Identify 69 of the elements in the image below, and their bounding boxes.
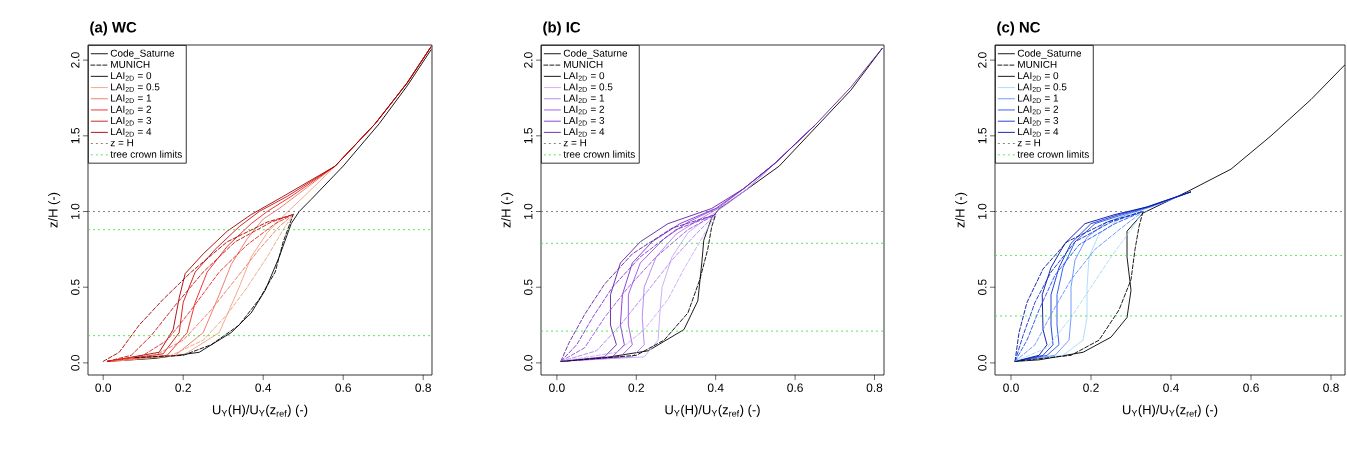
y-tick-label: 0.0 bbox=[978, 355, 987, 371]
legend-label: LAI$_{2D}$ = 0 bbox=[564, 72, 605, 81]
x-axis-title: U$_{Y}$(H)/U$_{Y}$(z$_{ref}$) (-) bbox=[212, 404, 308, 417]
legend-label: LAI$_{2D}$ = 1 bbox=[111, 94, 152, 103]
x-tick-label: 0.0 bbox=[1003, 383, 1019, 392]
x-tick-label: 0.2 bbox=[628, 383, 644, 392]
legend-label: LAI$_{2D}$ = 3 bbox=[1018, 116, 1059, 126]
x-tick-label: 0.2 bbox=[1083, 383, 1099, 392]
legend-label: LAI$_{2D}$ = 0 bbox=[111, 72, 152, 81]
legend-label: tree crown limits bbox=[110, 150, 182, 158]
legend-label: z = H bbox=[110, 139, 134, 147]
y-tick-label: 0.5 bbox=[978, 279, 987, 296]
y-tick-label: 2.0 bbox=[71, 52, 80, 68]
y-tick-label: 1.5 bbox=[524, 128, 533, 144]
y-axis-title: z/H (-) bbox=[48, 192, 61, 228]
x-axis-title: U$_{Y}$(H)/U$_{Y}$(z$_{ref}$) (-) bbox=[1122, 404, 1218, 417]
legend-label: tree crown limits bbox=[563, 150, 635, 158]
x-tick-label: 0.0 bbox=[549, 383, 565, 392]
legend-label: z = H bbox=[1017, 139, 1041, 147]
chart-title: (b) IC bbox=[543, 21, 581, 36]
y-tick-label: 1.0 bbox=[524, 203, 533, 219]
y-tick-label: 1.0 bbox=[978, 203, 987, 219]
y-tick-label: 0.5 bbox=[524, 279, 533, 296]
legend-label: tree crown limits bbox=[1017, 150, 1089, 158]
legend-label: LAI$_{2D}$ = 2 bbox=[111, 105, 152, 115]
annotation: Code_Saturne bbox=[1017, 49, 1082, 59]
chart-title: (c) NC bbox=[997, 21, 1041, 36]
legend-label: LAI$_{2D}$ = 0 bbox=[1018, 72, 1059, 81]
x-tick-label: 0.8 bbox=[1323, 383, 1339, 392]
x-tick-label: 0.4 bbox=[255, 383, 272, 392]
legend-label: LAI$_{2D}$ = 3 bbox=[111, 116, 152, 126]
annotation: MUNICH bbox=[1018, 60, 1057, 68]
annotation: Code_Saturne bbox=[563, 49, 628, 59]
x-tick-label: 0.4 bbox=[1163, 383, 1179, 392]
legend-label: LAI$_{2D}$ = 0.5 bbox=[1018, 83, 1067, 92]
chart-title: (a) WC bbox=[90, 21, 137, 36]
annotation: MUNICH bbox=[111, 60, 150, 68]
y-tick-label: 0.0 bbox=[524, 355, 533, 371]
x-tick-label: 0.0 bbox=[95, 383, 112, 392]
legend-label: LAI$_{2D}$ = 1 bbox=[1018, 94, 1059, 103]
legend-label: z = H bbox=[563, 139, 587, 147]
x-tick-label: 0.6 bbox=[787, 383, 803, 392]
y-tick-label: 2.0 bbox=[978, 52, 987, 68]
legend-label: LAI$_{2D}$ = 0.5 bbox=[111, 83, 160, 92]
legend-label: LAI$_{2D}$ = 0.5 bbox=[564, 83, 613, 92]
x-tick-label: 0.8 bbox=[415, 383, 431, 392]
x-tick-label: 0.6 bbox=[1243, 383, 1259, 392]
legend-label: LAI$_{2D}$ = 1 bbox=[564, 94, 605, 103]
y-tick-label: 0.0 bbox=[71, 355, 80, 371]
legend-label: LAI$_{2D}$ = 4 bbox=[1018, 128, 1059, 137]
annotation: Code_Saturne bbox=[110, 49, 175, 59]
y-tick-label: 1.5 bbox=[71, 128, 80, 144]
x-axis-title: U$_{Y}$(H)/U$_{Y}$(z$_{ref}$) (-) bbox=[665, 404, 760, 417]
legend-label: LAI$_{2D}$ = 4 bbox=[111, 128, 152, 137]
x-tick-label: 0.6 bbox=[335, 383, 351, 392]
y-tick-label: 1.0 bbox=[71, 203, 80, 219]
y-tick-label: 1.5 bbox=[978, 128, 987, 144]
x-tick-label: 0.8 bbox=[866, 383, 883, 392]
y-tick-label: 2.0 bbox=[524, 52, 533, 68]
legend-label: LAI$_{2D}$ = 3 bbox=[564, 116, 605, 126]
y-tick-label: 0.5 bbox=[71, 279, 80, 296]
x-tick-label: 0.4 bbox=[707, 383, 724, 392]
legend-label: LAI$_{2D}$ = 2 bbox=[564, 105, 605, 115]
x-tick-label: 0.2 bbox=[175, 383, 191, 392]
annotation: MUNICH bbox=[564, 60, 603, 68]
y-axis-title: z/H (-) bbox=[955, 192, 968, 228]
legend-label: LAI$_{2D}$ = 4 bbox=[564, 128, 605, 137]
legend-label: LAI$_{2D}$ = 2 bbox=[1018, 105, 1059, 115]
y-axis-title: z/H (-) bbox=[501, 192, 514, 228]
